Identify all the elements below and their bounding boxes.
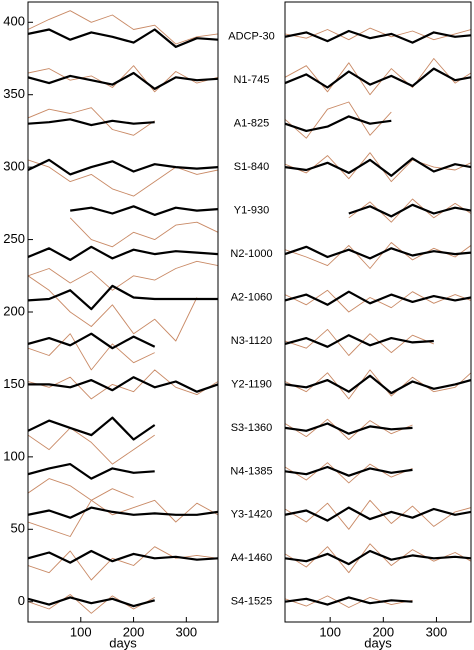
station-label: ADCP-30 bbox=[228, 31, 274, 43]
y-tick-label: 350 bbox=[3, 86, 25, 101]
series-line bbox=[69, 217, 218, 248]
series-line bbox=[28, 158, 218, 176]
station-label: N1-745 bbox=[233, 74, 269, 86]
series-line bbox=[28, 332, 156, 350]
station-label: N3-1120 bbox=[231, 335, 272, 347]
series-line bbox=[28, 245, 218, 261]
series-line bbox=[28, 65, 218, 93]
x-tick-label: 300 bbox=[426, 624, 448, 639]
series-line bbox=[28, 284, 218, 311]
plot-area bbox=[28, 10, 218, 614]
series-line bbox=[28, 275, 198, 342]
series-line bbox=[285, 290, 471, 306]
series-line bbox=[28, 333, 155, 371]
series-line bbox=[28, 260, 218, 291]
y-tick-label: 200 bbox=[3, 303, 25, 318]
station-label: S4-1525 bbox=[231, 596, 273, 608]
station-label: A2-1060 bbox=[231, 291, 273, 303]
station-label: N4-1385 bbox=[230, 465, 272, 477]
series-line bbox=[285, 245, 471, 260]
series-line bbox=[28, 10, 218, 45]
series-line bbox=[285, 67, 471, 89]
series-line bbox=[28, 594, 155, 614]
y-tick-label: 250 bbox=[3, 231, 25, 246]
series-line bbox=[285, 418, 413, 440]
series-line bbox=[28, 159, 218, 197]
series-line bbox=[285, 499, 471, 530]
station-label: S3-1360 bbox=[231, 422, 273, 434]
y-tick-label: 100 bbox=[3, 448, 25, 463]
series-line bbox=[285, 27, 471, 41]
y-tick-label: 50 bbox=[11, 521, 25, 536]
station-label: Y2-1190 bbox=[231, 378, 272, 390]
series-line bbox=[285, 29, 471, 44]
series-line bbox=[28, 369, 218, 400]
series-line bbox=[285, 58, 471, 96]
x-tick-label: 200 bbox=[372, 624, 394, 639]
series-line bbox=[285, 328, 434, 356]
series-line bbox=[348, 198, 471, 223]
series-line bbox=[28, 478, 134, 501]
series-line bbox=[70, 205, 218, 216]
station-label: N2-1000 bbox=[230, 248, 272, 260]
x-axis-label: days bbox=[109, 635, 137, 650]
x-axis-label: days bbox=[364, 635, 392, 650]
series-line bbox=[285, 596, 413, 606]
series-line bbox=[28, 71, 218, 90]
series-line bbox=[285, 115, 392, 132]
series-line bbox=[28, 499, 218, 537]
station-label: S1-840 bbox=[234, 161, 269, 173]
x-tick-label: 100 bbox=[70, 624, 92, 639]
series-line bbox=[28, 28, 218, 48]
series-line bbox=[285, 422, 413, 435]
series-line bbox=[285, 334, 434, 348]
series-line bbox=[285, 157, 471, 177]
x-tick-label: 100 bbox=[319, 624, 341, 639]
series-line bbox=[28, 596, 155, 608]
y-tick-label: 150 bbox=[3, 376, 25, 391]
x-tick-label: 300 bbox=[175, 624, 197, 639]
series-line bbox=[28, 107, 155, 136]
axes-frame bbox=[284, 1, 472, 623]
series-line bbox=[28, 463, 155, 480]
station-label: Y3-1420 bbox=[231, 509, 273, 521]
y-tick-label: 400 bbox=[3, 14, 25, 29]
plot-area bbox=[285, 27, 471, 608]
series-line bbox=[28, 546, 218, 581]
series-line bbox=[285, 549, 471, 566]
y-tick-label: 300 bbox=[3, 159, 25, 174]
series-line bbox=[285, 369, 471, 400]
station-label: A4-1460 bbox=[231, 552, 273, 564]
series-line bbox=[285, 595, 413, 608]
series-line bbox=[285, 462, 413, 484]
series-line bbox=[285, 465, 413, 477]
x-tick-label: 200 bbox=[123, 624, 145, 639]
series-line bbox=[285, 374, 471, 395]
series-line bbox=[28, 118, 155, 127]
series-line bbox=[285, 506, 471, 522]
series-line bbox=[28, 376, 218, 393]
station-label: Y1-930 bbox=[234, 205, 269, 217]
series-line bbox=[285, 101, 392, 139]
series-line bbox=[28, 549, 218, 564]
y-tick-label: 0 bbox=[18, 593, 25, 608]
series-line bbox=[28, 427, 155, 465]
station-label: A1-825 bbox=[234, 118, 269, 130]
series-line bbox=[28, 416, 156, 441]
series-line bbox=[348, 203, 471, 218]
series-line bbox=[28, 506, 218, 519]
